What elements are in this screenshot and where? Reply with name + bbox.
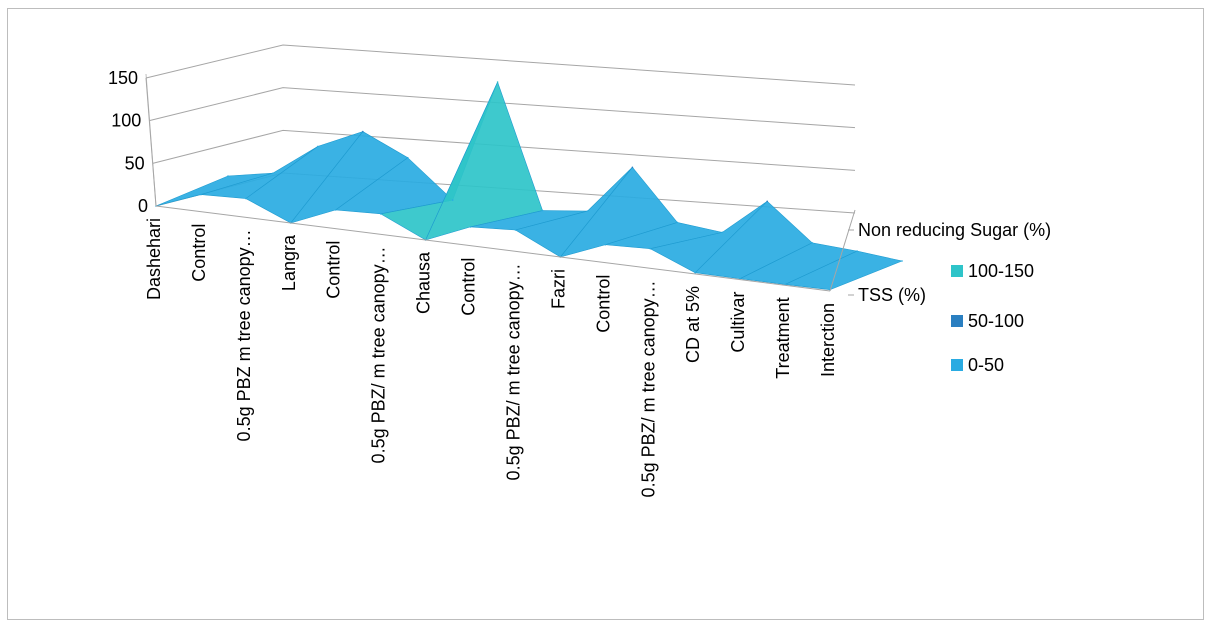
data-point bbox=[856, 250, 858, 252]
gridline bbox=[149, 87, 856, 129]
data-point bbox=[766, 200, 768, 203]
x-category-label: Interction bbox=[818, 303, 838, 377]
data-point bbox=[362, 130, 364, 133]
x-category-label: Control bbox=[593, 275, 613, 333]
data-point bbox=[227, 175, 229, 177]
data-point bbox=[694, 271, 696, 274]
chart-frame: 0 50 100 150 Dashehari Control 0.5g PBZ m tre… bbox=[7, 8, 1204, 620]
gridline bbox=[145, 44, 856, 86]
surface-plot bbox=[155, 81, 904, 291]
data-point bbox=[739, 277, 741, 280]
legend-label: 100-150 bbox=[968, 261, 1034, 281]
legend-item: 50-100 bbox=[951, 311, 1024, 331]
y-axis-line bbox=[145, 77, 157, 207]
x-category-label: 0.5g PBZ/ m tree canopy… bbox=[638, 280, 658, 497]
x-category-label: 0.5g PBZ/ m tree canopy… bbox=[369, 246, 389, 463]
x-category-label: Control bbox=[324, 241, 344, 299]
depth-axis: Non reducing Sugar (%) TSS (%) bbox=[829, 209, 1051, 305]
x-category-label: Control bbox=[189, 224, 209, 282]
data-point bbox=[406, 156, 409, 159]
data-point bbox=[200, 193, 202, 196]
data-point bbox=[469, 226, 472, 228]
gridline bbox=[152, 129, 856, 171]
x-category-label: Langra bbox=[279, 234, 299, 291]
data-point bbox=[379, 213, 382, 215]
legend-item: 100-150 bbox=[951, 261, 1034, 281]
x-category-label: Treatment bbox=[773, 297, 793, 378]
x-category-label: Control bbox=[459, 258, 479, 316]
y-tick-label: 100 bbox=[111, 111, 141, 131]
y-axis: 0 50 100 150 bbox=[108, 68, 157, 216]
x-category-label: Chausa bbox=[414, 251, 434, 314]
legend-label: 0-50 bbox=[968, 355, 1004, 375]
data-point bbox=[721, 231, 724, 234]
depth-axis-line bbox=[829, 209, 856, 292]
data-point bbox=[272, 172, 274, 174]
data-point bbox=[514, 229, 517, 231]
data-point bbox=[604, 243, 607, 246]
x-category-label: Fazri bbox=[548, 269, 568, 309]
data-point bbox=[901, 260, 903, 262]
y-tick-label: 150 bbox=[108, 68, 138, 88]
surface-chart: 0 50 100 150 Dashehari Control 0.5g PBZ m tre… bbox=[108, 44, 1051, 497]
x-category-label: Cultivar bbox=[728, 292, 748, 353]
legend-label: 50-100 bbox=[968, 311, 1024, 331]
x-axis: Dashehari Control 0.5g PBZ m tree canopy… L… bbox=[144, 205, 838, 497]
data-point bbox=[317, 145, 319, 148]
data-point bbox=[496, 81, 499, 83]
x-axis-line bbox=[155, 205, 831, 292]
x-category-label: 0.5g PBZ/ m tree canopy… bbox=[503, 263, 523, 480]
y-tick-label: 0 bbox=[138, 196, 148, 216]
data-point bbox=[541, 209, 544, 212]
legend-swatch bbox=[951, 359, 963, 371]
data-point bbox=[811, 242, 813, 244]
data-point bbox=[676, 221, 679, 224]
legend-item: 0-50 bbox=[951, 355, 1004, 375]
data-point bbox=[586, 210, 589, 212]
depth-label: Non reducing Sugar (%) bbox=[858, 220, 1051, 240]
x-category-label: 0.5g PBZ m tree canopy… bbox=[234, 229, 254, 441]
x-category-label: Dashehari bbox=[144, 218, 164, 300]
legend-swatch bbox=[951, 315, 963, 327]
depth-label: TSS (%) bbox=[858, 285, 926, 305]
data-point bbox=[631, 166, 634, 169]
legend: 100-150 50-100 0-50 bbox=[951, 261, 1034, 375]
data-point bbox=[245, 197, 247, 200]
data-point bbox=[451, 199, 454, 201]
legend-swatch bbox=[951, 265, 963, 277]
data-point bbox=[334, 209, 337, 211]
x-category-label: CD at 5% bbox=[683, 286, 703, 363]
y-tick-label: 50 bbox=[125, 153, 145, 173]
data-point bbox=[649, 247, 652, 250]
